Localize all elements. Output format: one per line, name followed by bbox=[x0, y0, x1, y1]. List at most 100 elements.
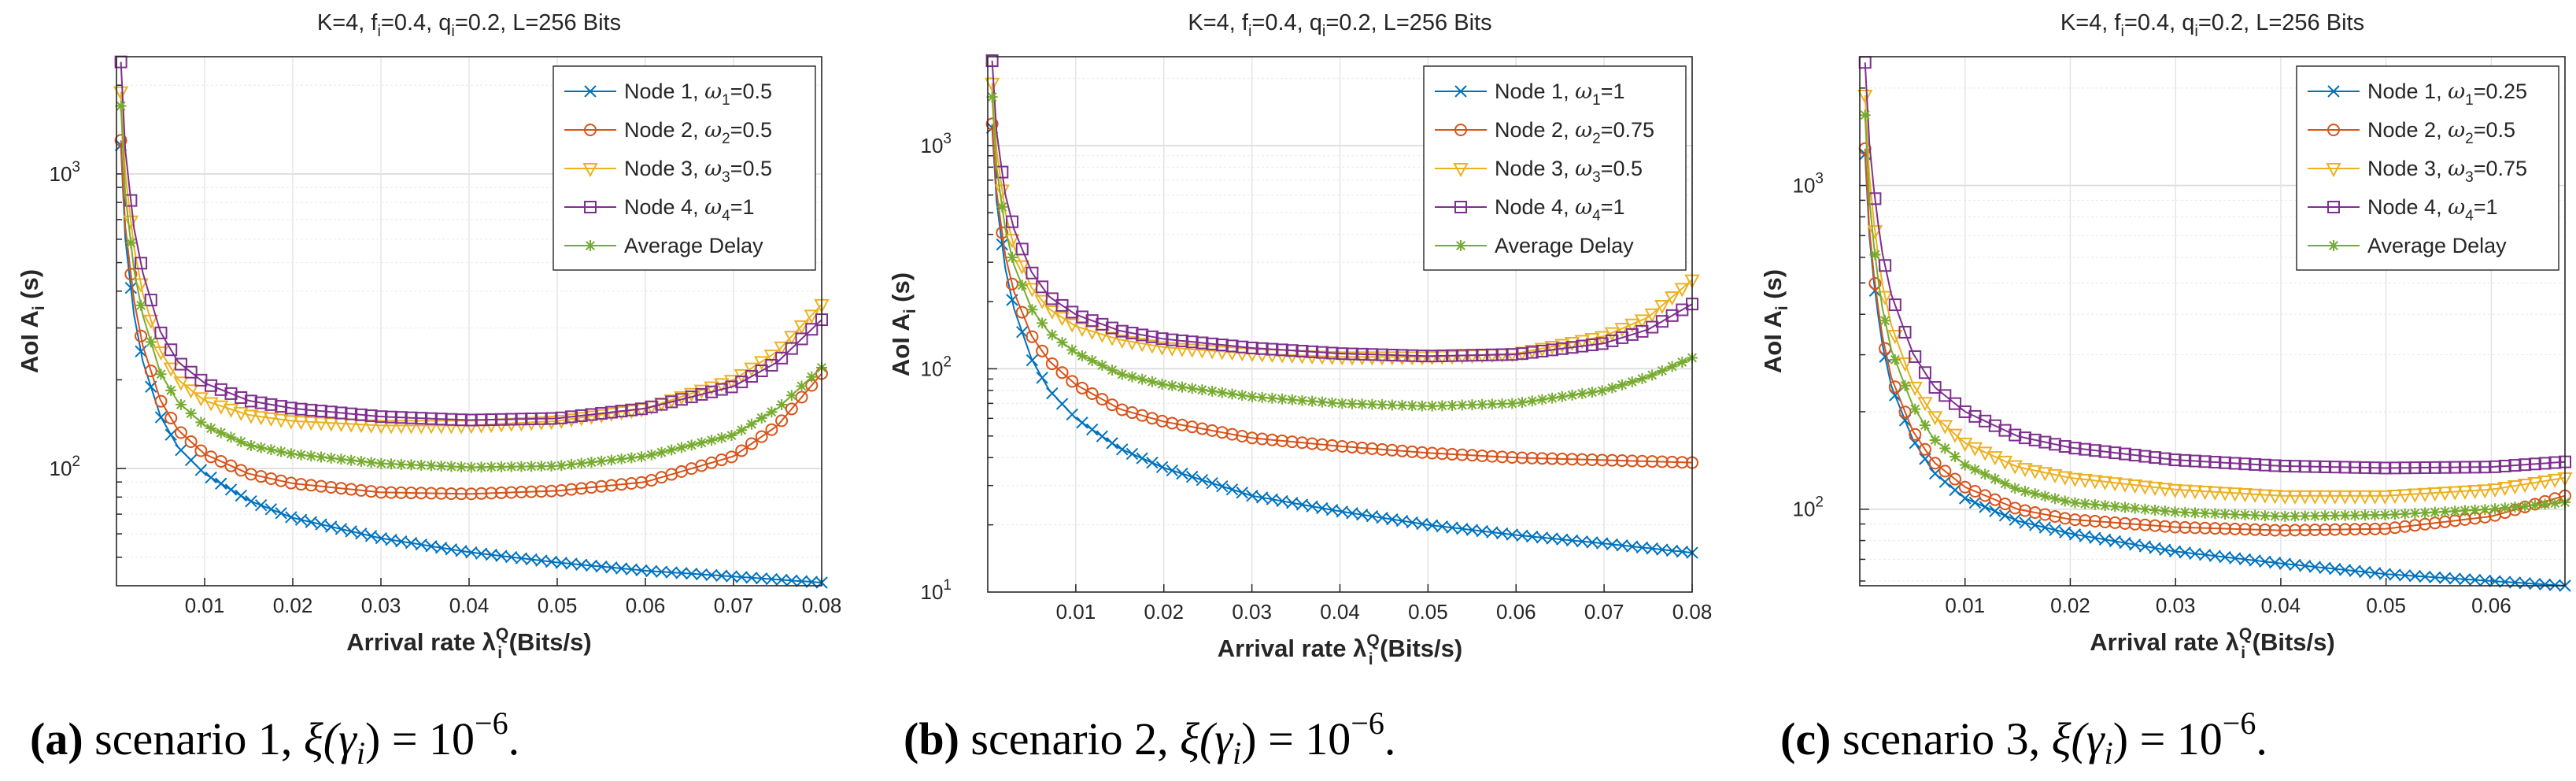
data-point bbox=[275, 400, 288, 413]
data-point bbox=[345, 483, 358, 496]
data-point bbox=[395, 458, 407, 470]
legend: Node 1, ω1=0.5 Node 2, ω2=0.5 Node 3, ω3=0… bbox=[553, 65, 816, 271]
data-point bbox=[1877, 291, 1893, 305]
data-point bbox=[2229, 552, 2242, 564]
data-point bbox=[2097, 476, 2113, 490]
data-point bbox=[655, 565, 668, 578]
data-point bbox=[2009, 428, 2022, 442]
data-point bbox=[1124, 336, 1140, 351]
x-tick-label: 0.01 bbox=[185, 594, 225, 617]
data-point bbox=[2548, 456, 2562, 469]
data-point bbox=[1256, 391, 1268, 403]
data-point bbox=[1465, 524, 1479, 536]
data-point bbox=[1466, 399, 1478, 411]
data-point bbox=[1216, 387, 1228, 398]
data-point bbox=[2478, 574, 2492, 587]
data-point bbox=[1950, 451, 1961, 463]
data-point bbox=[2168, 520, 2182, 534]
data-point bbox=[2419, 507, 2431, 519]
data-point bbox=[1446, 521, 1458, 534]
data-point bbox=[1676, 356, 1688, 368]
data-point bbox=[1326, 397, 1338, 409]
data-point bbox=[1959, 492, 1972, 505]
data-point bbox=[1998, 424, 2012, 437]
data-point bbox=[1125, 327, 1139, 340]
data-point bbox=[1606, 538, 1619, 551]
data-point bbox=[575, 409, 588, 422]
data-point bbox=[305, 479, 318, 492]
data-point bbox=[1086, 354, 1098, 366]
data-point bbox=[1495, 348, 1509, 361]
data-point bbox=[1107, 365, 1118, 376]
data-point bbox=[1616, 454, 1629, 468]
data-point bbox=[2227, 487, 2243, 502]
data-point bbox=[2159, 505, 2171, 517]
data-point bbox=[996, 226, 1009, 239]
data-point bbox=[1096, 317, 1109, 331]
data-point bbox=[595, 560, 608, 573]
data-point bbox=[475, 547, 488, 560]
data-point bbox=[283, 415, 299, 430]
data-point bbox=[2438, 461, 2452, 474]
data-point bbox=[2289, 558, 2301, 572]
data-point bbox=[284, 476, 298, 490]
data-point bbox=[1566, 389, 1578, 401]
data-point bbox=[1644, 308, 1660, 323]
data-point bbox=[1938, 389, 1952, 402]
legend-entry-3: Node 3, ω3=0.5 bbox=[564, 157, 772, 186]
data-point bbox=[2398, 461, 2412, 475]
data-point bbox=[1656, 365, 1668, 376]
data-point bbox=[2108, 535, 2122, 548]
data-point bbox=[1194, 344, 1210, 359]
data-point bbox=[2359, 565, 2371, 579]
data-point bbox=[1346, 440, 1359, 453]
data-point bbox=[1517, 397, 1528, 409]
data-point bbox=[2539, 498, 2551, 510]
data-point bbox=[1857, 90, 1873, 105]
data-point bbox=[415, 412, 428, 425]
data-point bbox=[1126, 371, 1138, 383]
data-point bbox=[1346, 347, 1359, 361]
data-point bbox=[1325, 503, 1339, 516]
data-point bbox=[2489, 575, 2501, 587]
data-point bbox=[1576, 339, 1589, 353]
data-point bbox=[1879, 315, 1891, 327]
data-point bbox=[2449, 505, 2461, 517]
data-point bbox=[545, 412, 558, 425]
data-point bbox=[985, 117, 999, 131]
data-point bbox=[1015, 260, 1030, 275]
data-point bbox=[1276, 434, 1289, 447]
data-point bbox=[144, 294, 157, 307]
data-point bbox=[1476, 348, 1489, 361]
data-point bbox=[254, 499, 268, 512]
data-point bbox=[1255, 342, 1269, 355]
data-point bbox=[2527, 476, 2543, 492]
data-point bbox=[1286, 496, 1299, 509]
data-point bbox=[575, 482, 588, 495]
data-point bbox=[2107, 477, 2123, 492]
data-point bbox=[535, 554, 548, 567]
series-1 bbox=[985, 121, 1698, 559]
data-point bbox=[145, 336, 157, 348]
data-point bbox=[1156, 378, 1168, 390]
data-point bbox=[1564, 337, 1580, 352]
data-point bbox=[774, 341, 789, 356]
data-point bbox=[445, 487, 458, 500]
data-point bbox=[1006, 277, 1019, 291]
data-point bbox=[1395, 514, 1409, 527]
data-point bbox=[2198, 455, 2212, 468]
data-point bbox=[294, 478, 308, 491]
axes-box bbox=[1859, 56, 2566, 587]
data-point bbox=[515, 486, 528, 499]
legend-entry-3: Node 3, ω3=0.5 bbox=[1435, 157, 1643, 186]
data-point bbox=[263, 412, 279, 428]
data-point bbox=[785, 342, 798, 355]
data-point bbox=[725, 450, 738, 464]
data-point bbox=[2068, 513, 2082, 527]
data-point bbox=[763, 350, 780, 365]
legend-label: Node 2, ω2=0.5 bbox=[624, 118, 772, 147]
data-point bbox=[2259, 510, 2271, 522]
data-point bbox=[405, 459, 417, 471]
data-point bbox=[264, 503, 278, 516]
data-point bbox=[2179, 520, 2192, 534]
